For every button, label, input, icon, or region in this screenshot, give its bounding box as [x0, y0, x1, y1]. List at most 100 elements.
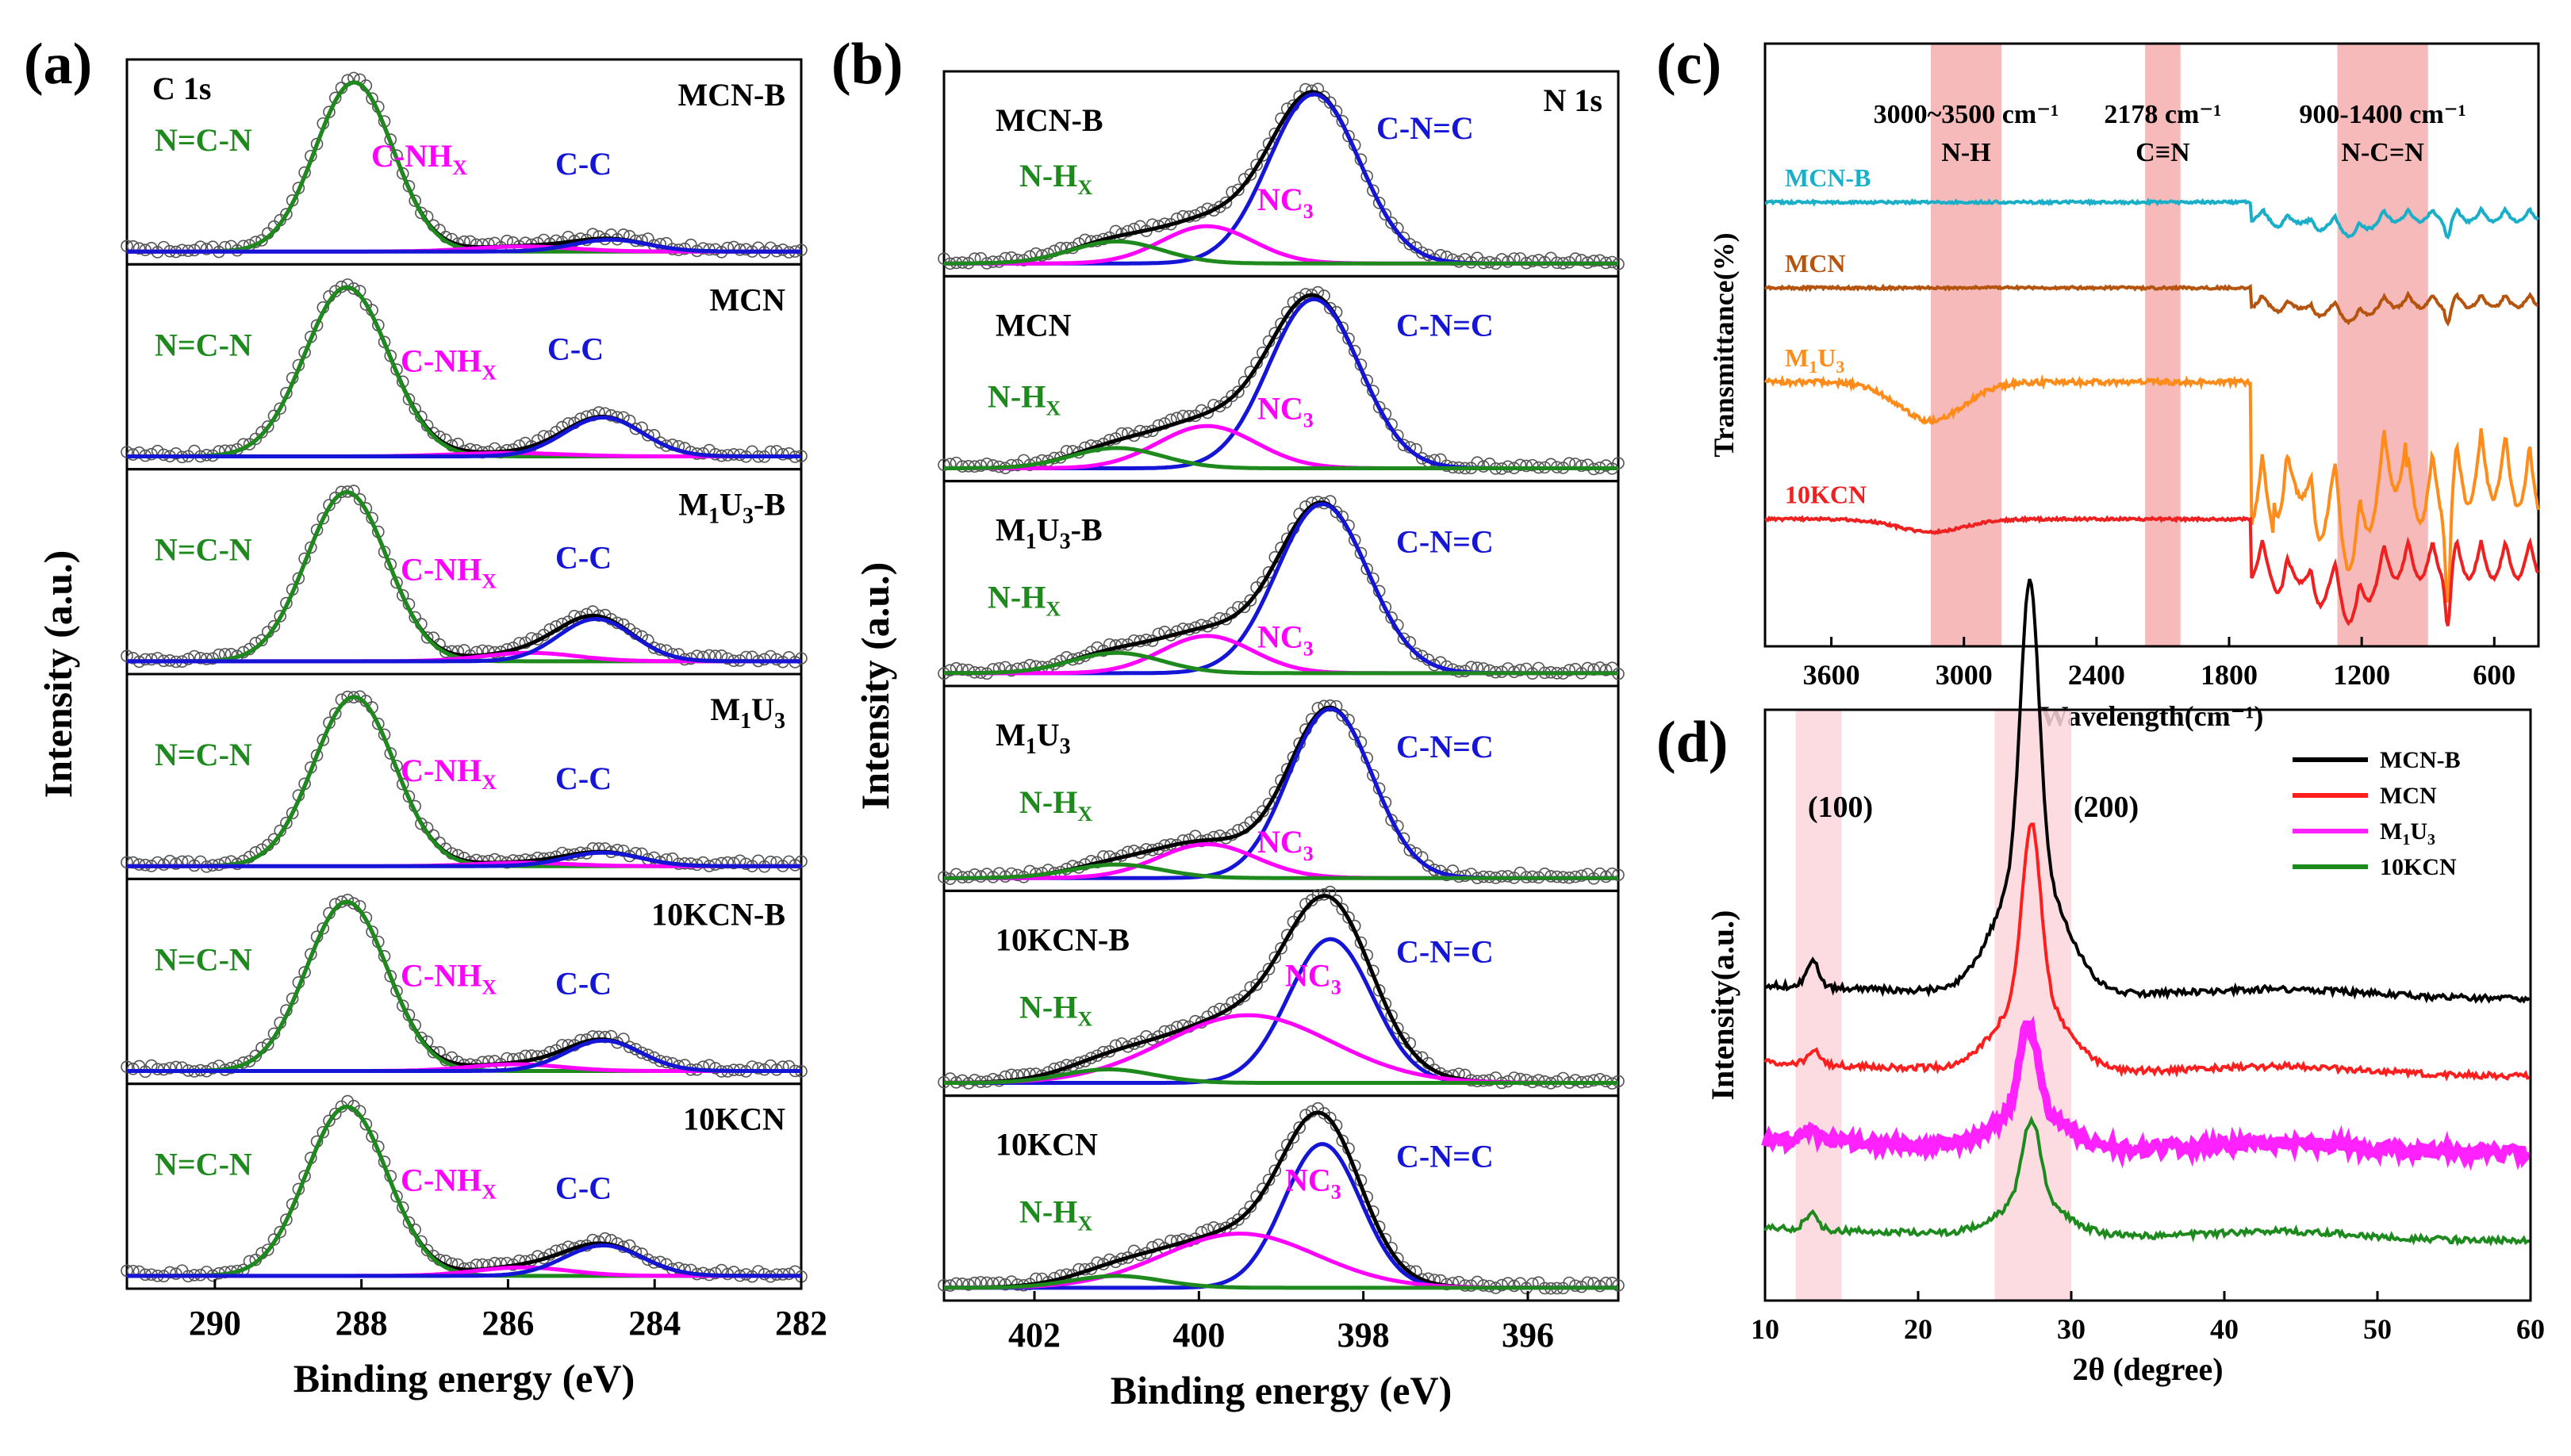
raw-data-point	[390, 1190, 403, 1203]
sample-name-label: MCN-B	[996, 102, 1103, 138]
raw-data-point	[1257, 149, 1269, 162]
raw-data-point	[1410, 1050, 1422, 1063]
text-part: N-H	[1019, 784, 1077, 820]
peak-label-c-c: C-C	[555, 146, 612, 182]
raw-data-point	[341, 893, 354, 906]
text-part: N-H	[988, 580, 1046, 615]
n-h-component-line	[944, 862, 1618, 880]
text-part: N-H	[1019, 1194, 1077, 1230]
peak-label-nc3: NC3	[1257, 390, 1314, 431]
peak-label-nc3: NC3	[1285, 957, 1341, 998]
text-part: C-NH	[401, 552, 482, 588]
subplot-frame	[942, 1094, 1620, 1302]
raw-data-point	[420, 631, 434, 644]
text-part: X	[1077, 1213, 1092, 1236]
raw-data-point	[396, 999, 409, 1013]
sample-name-label: 10KCN	[683, 1102, 785, 1137]
n-h-component-line	[944, 1067, 1618, 1085]
text-part: -B	[754, 487, 785, 523]
raw-data-point	[1415, 452, 1429, 465]
text-part: 1	[1026, 530, 1037, 554]
raw-data-point	[427, 1045, 440, 1059]
raw-data-point	[1391, 1021, 1404, 1035]
raw-data-point	[1569, 1279, 1582, 1293]
x-tick-label: 60	[2516, 1313, 2545, 1345]
highlight-band	[2145, 44, 2181, 646]
panel-d-xrd: (100) (200) MCN-B MCN M1U3 10KCN 10 20 30 40 50 60 2…	[1705, 578, 2545, 1387]
raw-data-point	[409, 194, 421, 207]
raw-data-point	[1324, 1111, 1337, 1125]
band-annotation: C≡N	[2135, 138, 2190, 167]
peak-label-c-nhx: C-NHX	[401, 343, 497, 384]
text-part: X	[482, 361, 497, 384]
peak-label-n-hx: N-HX	[1019, 158, 1092, 199]
sample-name-label: MCN-B	[677, 77, 785, 113]
peak-label-n-c-n: N=C-N	[155, 532, 252, 568]
raw-data-point	[1575, 459, 1588, 473]
raw-data-point	[366, 925, 378, 938]
core-level-label: C 1s	[152, 71, 211, 106]
x-tick-label: 1800	[2201, 659, 2258, 691]
raw-data-point	[1262, 963, 1276, 975]
raw-data-point	[126, 651, 140, 665]
peak-label-c-n-c: C-N=C	[1396, 1139, 1494, 1174]
raw-data-point	[1213, 201, 1226, 213]
nc3-component-line	[944, 1232, 1618, 1290]
peak-label-n-c-n: N=C-N	[155, 1147, 252, 1182]
text-part: NC	[1257, 824, 1303, 860]
raw-data-point	[255, 234, 268, 247]
peak-label-n-c-n: N=C-N	[155, 122, 252, 158]
raw-data-point	[1336, 1134, 1349, 1148]
raw-data-point	[956, 1074, 969, 1087]
raw-data-point	[267, 619, 281, 633]
raw-data-point	[739, 857, 753, 871]
raw-data-point	[353, 492, 366, 506]
text-part: U	[1817, 343, 1836, 372]
ftir-series-line	[1764, 283, 2538, 327]
x-tick-label: 1200	[2333, 659, 2390, 691]
sample-name-label: 10KCN	[996, 1127, 1098, 1163]
text-part: U	[2410, 818, 2427, 845]
peak-label-c-c: C-C	[555, 761, 612, 796]
n-h-component-line	[944, 239, 1618, 266]
core-level-label: N 1s	[1544, 82, 1602, 118]
raw-data-point	[721, 652, 735, 665]
band-annotation: (100)	[1808, 791, 1873, 824]
raw-data-point	[1379, 997, 1392, 1010]
sample-subplot: M1U3-B N=C-N C-NHX C-C	[121, 468, 808, 676]
peak-label-c-n-c: C-N=C	[1396, 307, 1494, 343]
legend-label: MCN-B	[2380, 747, 2461, 773]
raw-data-point	[938, 458, 950, 471]
raw-data-point	[1287, 1131, 1300, 1144]
raw-data-point	[1213, 829, 1226, 842]
raw-data-point	[1587, 1074, 1600, 1087]
text-part: X	[1077, 803, 1092, 826]
raw-data-point	[280, 816, 293, 830]
raw-data-point	[1599, 459, 1613, 472]
peak-label-c-nhx: C-NHX	[371, 138, 467, 179]
raw-data-point	[1563, 664, 1575, 676]
plot-frame	[1763, 42, 2540, 648]
text-part: U	[1037, 717, 1060, 753]
raw-data-point	[261, 420, 274, 433]
raw-data-point	[795, 652, 808, 665]
raw-data-point	[709, 1062, 722, 1075]
raw-data-point	[943, 664, 957, 676]
panel-label-d: (d)	[1656, 710, 1728, 775]
text-part: -B	[1071, 512, 1103, 548]
text-part: 3	[774, 709, 785, 734]
raw-data-point	[1262, 797, 1276, 810]
raw-data-point	[415, 1031, 428, 1044]
raw-data-point	[286, 807, 299, 820]
peak-label-c-c: C-C	[555, 1171, 612, 1206]
legend-label: M1U3	[2380, 818, 2435, 849]
raw-data-point	[1268, 1164, 1282, 1178]
text-part: 1	[708, 504, 719, 529]
panel-a-c1s-xps: Intensity (a.u.) Binding energy (eV) C 1s M…	[36, 58, 827, 1400]
peak-label-nc3: NC3	[1257, 619, 1314, 661]
raw-data-point	[261, 1243, 274, 1256]
text-part: 3	[1331, 1181, 1341, 1204]
n-h-component-line	[944, 650, 1618, 676]
text-part: X	[482, 1181, 497, 1204]
